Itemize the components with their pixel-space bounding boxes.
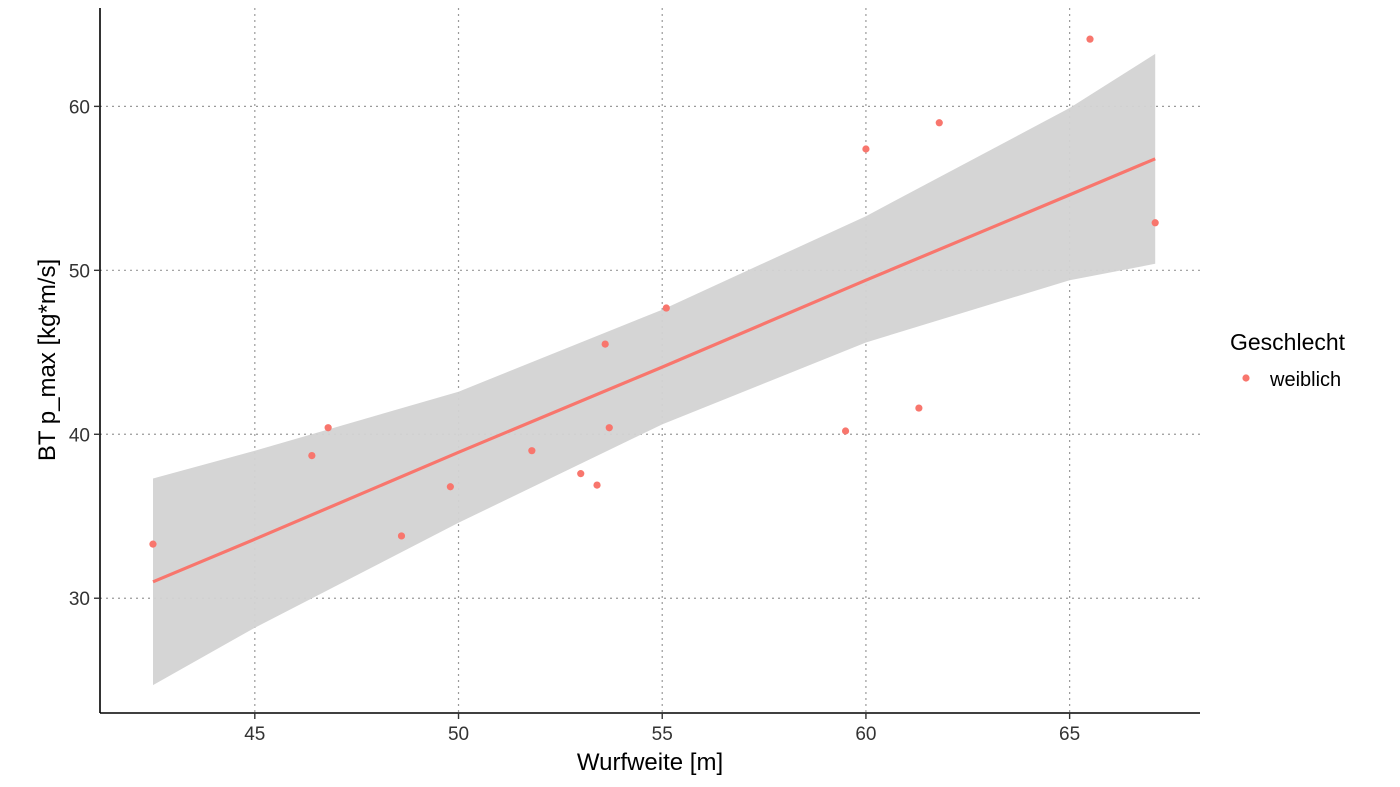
data-point (446, 483, 454, 491)
data-point (935, 119, 943, 127)
data-point (662, 304, 670, 312)
legend-label-weiblich: weiblich (1269, 369, 1341, 391)
data-point (577, 470, 585, 478)
legend-title: Geschlecht (1230, 329, 1346, 355)
data-point (915, 404, 923, 412)
data-point (841, 427, 850, 435)
data-point (601, 340, 609, 348)
x-axis-title: Wurfweite [m] (577, 749, 723, 776)
regression-line (152, 157, 1156, 584)
y-tick-label: 60 (69, 97, 90, 118)
y-axis-title: BT p_max [kg*m/s] (34, 259, 61, 461)
data-points (149, 35, 1159, 548)
data-point (1151, 219, 1159, 227)
data-point (605, 424, 613, 432)
y-tick-label: 50 (69, 261, 90, 282)
x-tick-label: 65 (1059, 724, 1080, 745)
data-point (862, 145, 870, 153)
data-point (593, 481, 601, 489)
x-tick-label: 50 (448, 724, 469, 745)
data-point (308, 451, 316, 460)
data-point (324, 424, 332, 432)
x-tick-label: 45 (244, 724, 265, 745)
x-tick-label: 60 (855, 724, 876, 745)
data-point (149, 540, 157, 548)
legend-key-weiblich (1242, 374, 1250, 382)
axes (99, 8, 1200, 714)
x-tick-label: 55 (652, 724, 673, 745)
x-ticks: 45 50 55 60 65 (244, 713, 1080, 745)
legend: Geschlecht weiblich (1230, 329, 1346, 391)
data-point (528, 447, 536, 455)
data-point (1086, 35, 1094, 43)
data-point (397, 532, 406, 540)
y-ticks: 30 40 50 60 (69, 97, 100, 610)
y-tick-label: 30 (69, 589, 90, 610)
y-tick-label: 40 (69, 425, 90, 446)
